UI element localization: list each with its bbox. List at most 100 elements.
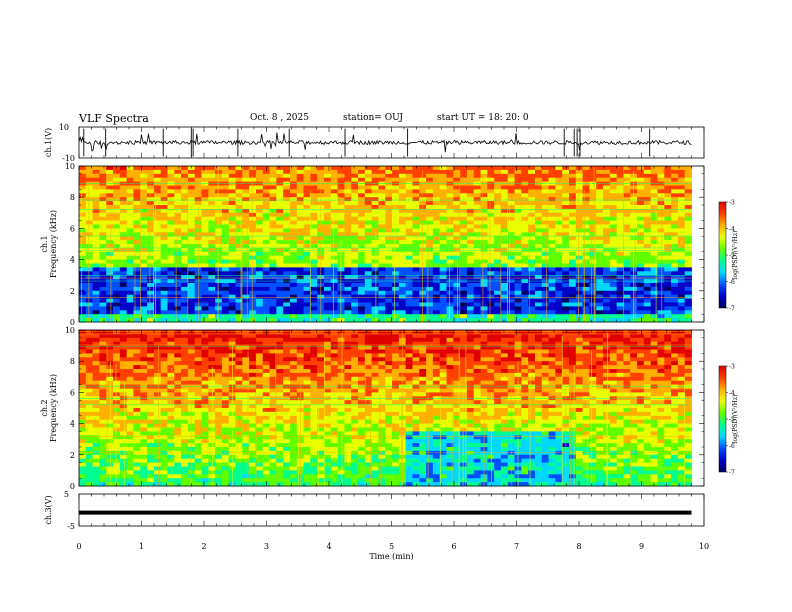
heatmap-cell bbox=[514, 232, 522, 237]
heatmap-cell bbox=[242, 369, 250, 374]
heatmap-cell bbox=[167, 458, 175, 463]
heatmap-cell bbox=[133, 318, 141, 323]
heatmap-cell bbox=[528, 286, 536, 292]
heatmap-cell bbox=[385, 177, 393, 182]
heatmap-cell bbox=[289, 205, 298, 210]
heatmap-cell bbox=[140, 353, 148, 358]
heatmap-cell bbox=[174, 369, 182, 374]
heatmap-cell bbox=[276, 306, 284, 311]
heatmap-cell bbox=[534, 228, 543, 233]
heatmap-cell bbox=[140, 263, 148, 268]
heatmap-cell bbox=[289, 392, 298, 397]
heatmap-cell bbox=[609, 216, 618, 221]
heatmap-cell bbox=[215, 189, 223, 194]
heatmap-cell bbox=[521, 275, 529, 280]
heatmap-cell bbox=[99, 419, 107, 424]
heatmap-cell bbox=[582, 181, 590, 186]
heatmap-cell bbox=[126, 306, 134, 311]
heatmap-cell bbox=[235, 189, 243, 194]
heatmap-cell bbox=[507, 294, 515, 299]
heatmap-cell bbox=[684, 310, 692, 315]
heatmap-cell bbox=[187, 240, 196, 245]
heatmap-cell bbox=[487, 271, 495, 276]
heatmap-cell bbox=[147, 470, 155, 475]
heatmap-cell bbox=[99, 361, 107, 366]
heatmap-cell bbox=[133, 376, 141, 382]
heatmap-cell bbox=[337, 232, 345, 237]
heatmap-cell bbox=[358, 255, 366, 260]
heatmap-cell bbox=[221, 400, 230, 405]
heatmap-cell bbox=[330, 216, 339, 221]
heatmap-cell bbox=[310, 205, 318, 210]
heatmap-cell bbox=[119, 271, 128, 276]
heatmap-cell bbox=[167, 333, 175, 339]
heatmap-cell bbox=[623, 267, 631, 272]
heatmap-cell bbox=[664, 169, 672, 175]
heatmap-cell bbox=[330, 306, 339, 311]
heatmap-cell bbox=[208, 462, 216, 467]
heatmap-cell bbox=[310, 271, 318, 276]
heatmap-cell bbox=[140, 357, 148, 362]
heatmap-cell bbox=[432, 208, 441, 214]
heatmap-cell bbox=[358, 177, 366, 182]
heatmap-cell bbox=[140, 431, 148, 436]
heatmap-cell bbox=[249, 240, 257, 245]
heatmap-cell bbox=[174, 419, 182, 424]
heatmap-cell bbox=[446, 240, 454, 245]
heatmap-cell bbox=[85, 392, 94, 397]
heatmap-cell bbox=[174, 193, 182, 198]
heatmap-cell bbox=[480, 294, 488, 299]
heatmap-cell bbox=[643, 173, 652, 179]
heatmap-cell bbox=[480, 267, 488, 272]
heatmap-cell bbox=[494, 255, 502, 260]
heatmap-cell bbox=[167, 283, 175, 288]
heatmap-cell bbox=[85, 193, 94, 198]
heatmap-cell bbox=[446, 306, 454, 311]
heatmap-cell bbox=[507, 302, 515, 307]
heatmap-cell bbox=[541, 212, 549, 218]
heatmap-cell bbox=[528, 228, 536, 233]
heatmap-cell bbox=[167, 236, 175, 241]
heatmap-cell bbox=[174, 462, 182, 467]
heatmap-cell bbox=[187, 169, 196, 175]
heatmap-cell bbox=[160, 365, 168, 370]
heatmap-cell bbox=[85, 470, 94, 475]
heatmap-cell bbox=[119, 177, 128, 182]
heatmap-cell bbox=[637, 181, 645, 186]
heatmap-cell bbox=[303, 173, 311, 179]
heatmap-cell bbox=[405, 240, 413, 245]
heatmap-cell bbox=[153, 224, 162, 229]
heatmap-cell bbox=[453, 247, 461, 253]
heatmap-cell bbox=[249, 349, 257, 354]
heatmap-cell bbox=[677, 283, 686, 288]
heatmap-cell bbox=[541, 286, 549, 292]
heatmap-cell bbox=[473, 255, 481, 260]
heatmap-cell bbox=[494, 220, 502, 225]
heatmap-cell bbox=[337, 220, 345, 225]
heatmap-cell bbox=[296, 236, 304, 241]
heatmap-cell bbox=[582, 177, 590, 182]
heatmap-cell bbox=[419, 244, 427, 249]
heatmap-cell bbox=[228, 181, 236, 186]
heatmap-cell bbox=[643, 306, 652, 311]
heatmap-cell bbox=[194, 314, 202, 319]
heatmap-cell bbox=[119, 169, 128, 175]
heatmap-cell bbox=[262, 271, 270, 276]
heatmap-cell bbox=[358, 208, 366, 214]
heatmap-cell bbox=[371, 220, 379, 225]
heatmap-cell bbox=[398, 271, 407, 276]
heatmap-cell bbox=[412, 318, 420, 323]
heatmap-cell bbox=[126, 181, 134, 186]
heatmap-cell bbox=[208, 205, 216, 210]
heatmap-cell bbox=[664, 177, 672, 182]
heatmap-cell bbox=[194, 205, 202, 210]
heatmap-cell bbox=[555, 181, 563, 186]
heatmap-cell bbox=[221, 240, 230, 245]
heatmap-cell bbox=[133, 247, 141, 253]
heatmap-cell bbox=[201, 443, 209, 448]
heatmap-cell bbox=[113, 411, 121, 417]
heatmap-cell bbox=[650, 314, 658, 319]
heatmap-cell bbox=[187, 290, 196, 296]
heatmap-cell bbox=[153, 400, 162, 405]
heatmap-cell bbox=[303, 318, 311, 323]
